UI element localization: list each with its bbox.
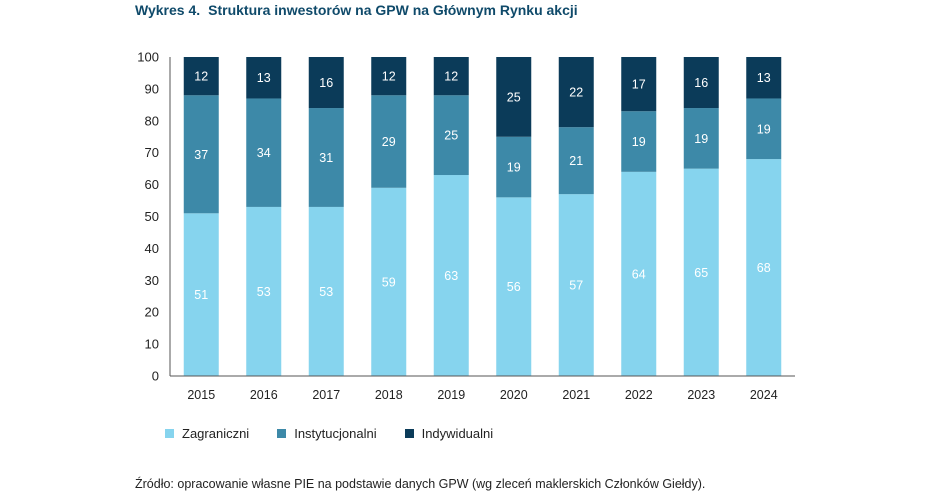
data-label: 56 (507, 280, 521, 294)
x-tick-label: 2018 (375, 388, 403, 402)
bar-segment (183, 57, 219, 96)
y-tick-label: 60 (145, 177, 159, 192)
bar-segment (746, 159, 782, 376)
data-label: 12 (382, 70, 396, 84)
bar-segment (746, 98, 782, 160)
bar-segment (183, 213, 219, 376)
data-label: 21 (569, 154, 583, 168)
x-tick-label: 2015 (187, 388, 215, 402)
legend-swatch (404, 429, 414, 438)
bar-segment (371, 57, 407, 96)
y-tick-label: 10 (145, 337, 159, 352)
legend-label: Instytucjonalni (294, 426, 377, 441)
y-tick-label: 20 (145, 305, 159, 320)
y-tick-label: 100 (137, 50, 159, 65)
bar-segment (371, 95, 407, 188)
data-label: 34 (257, 146, 271, 160)
legend-label: Indywidualni (421, 426, 494, 441)
legend-swatch (165, 429, 174, 438)
y-tick-label: 40 (145, 241, 159, 256)
data-label: 13 (757, 71, 771, 85)
data-label: 63 (444, 269, 458, 283)
y-tick-label: 70 (145, 145, 159, 160)
figure-title: Struktura inwestorów na GPW na Głównym R… (208, 2, 578, 18)
data-label: 57 (569, 279, 583, 293)
bar-segment (558, 194, 594, 376)
y-tick-label: 30 (145, 273, 159, 288)
data-label: 29 (382, 135, 396, 149)
bar-segment (183, 95, 219, 214)
chart-title: Wykres 4. Struktura inwestorów na GPW na … (135, 2, 578, 18)
data-label: 53 (319, 285, 333, 299)
data-label: 19 (757, 122, 771, 136)
x-tick-label: 2016 (250, 388, 278, 402)
legend-label: Zagraniczni (182, 426, 250, 441)
bar-segment (558, 127, 594, 195)
bar-segment (308, 57, 344, 109)
data-label: 16 (319, 76, 333, 90)
data-label: 65 (694, 266, 708, 280)
bar-segment (433, 57, 469, 96)
x-tick-label: 2024 (750, 388, 778, 402)
x-tick-label: 2021 (562, 388, 590, 402)
data-label: 25 (444, 129, 458, 143)
bar-segment (308, 108, 344, 207)
bar-segment (371, 187, 407, 376)
bar-segment (621, 57, 657, 112)
bar-segment (246, 206, 282, 376)
data-label: 19 (632, 135, 646, 149)
bar-segment (496, 57, 532, 137)
data-label: 12 (444, 70, 458, 84)
legend-item: Indywidualni (404, 426, 494, 441)
chart-legend: Zagraniczni Instytucjonalni Indywidualni (165, 426, 493, 441)
source-note: Źródło: opracowanie własne PIE na podsta… (135, 477, 706, 491)
bar-segment (683, 57, 719, 109)
data-label: 64 (632, 267, 646, 281)
x-tick-label: 2022 (625, 388, 653, 402)
bar-segment (246, 57, 282, 99)
legend-item: Instytucjonalni (277, 426, 377, 441)
y-tick-label: 0 (152, 369, 159, 384)
bar-segment (558, 57, 594, 128)
data-label: 12 (194, 70, 208, 84)
legend-item: Zagraniczni (165, 426, 249, 441)
data-label: 22 (569, 86, 583, 100)
bar-segment (433, 175, 469, 376)
data-label: 13 (257, 71, 271, 85)
data-label: 31 (319, 151, 333, 165)
y-tick-label: 50 (145, 209, 159, 224)
bar-segment (683, 108, 719, 169)
bar-segment (308, 206, 344, 376)
x-tick-label: 2017 (312, 388, 340, 402)
data-label: 59 (382, 275, 396, 289)
bar-segment (246, 98, 282, 207)
bar-segment (621, 111, 657, 172)
bar-segment (496, 136, 532, 198)
data-label: 68 (757, 261, 771, 275)
figure-number: Wykres 4. (135, 2, 201, 18)
data-label: 16 (694, 76, 708, 90)
data-label: 51 (194, 288, 208, 302)
data-label: 19 (694, 132, 708, 146)
legend-swatch (277, 429, 287, 438)
data-label: 19 (507, 161, 521, 175)
data-label: 25 (507, 90, 521, 104)
x-tick-label: 2023 (687, 388, 715, 402)
stacked-bar-chart: 0 10 20 30 40 50 60 70 80 90 100 51 37 12 2015 53 34 13 20… (137, 50, 795, 402)
bar-segment (433, 95, 469, 176)
bar-segment (621, 171, 657, 376)
y-tick-label: 90 (145, 81, 159, 96)
bar-segment (746, 57, 782, 99)
bar-segment (496, 197, 532, 376)
x-tick-label: 2019 (437, 388, 465, 402)
data-label: 17 (632, 78, 646, 92)
x-tick-label: 2020 (500, 388, 528, 402)
data-label: 53 (257, 285, 271, 299)
bar-segment (683, 168, 719, 376)
data-label: 37 (194, 148, 208, 162)
y-tick-label: 80 (145, 113, 159, 128)
